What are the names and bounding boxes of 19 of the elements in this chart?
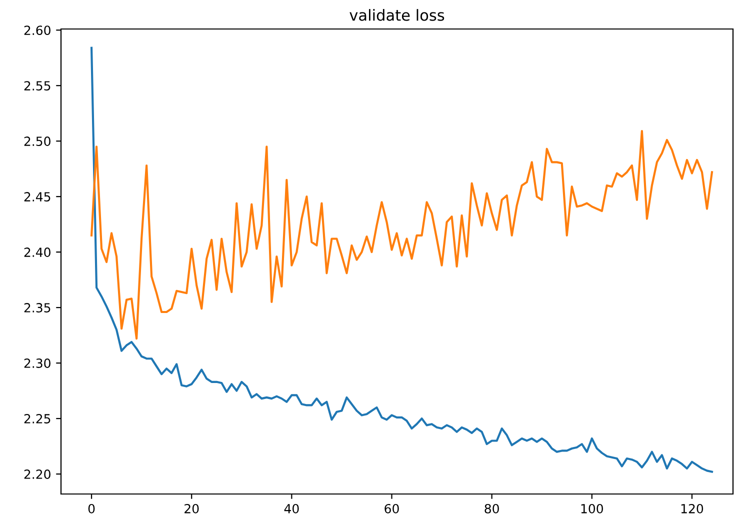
y-tick-label: 2.55 [24,81,50,91]
x-tick-label: 20 [184,504,199,514]
y-tick-label: 2.25 [24,414,50,424]
line-series [90,46,714,473]
y-tick-label: 2.35 [24,303,50,312]
x-tick-label: 60 [384,504,399,514]
x-tick-label: 100 [581,504,603,514]
y-tick-label: 2.45 [24,192,50,202]
line-series [90,130,714,340]
chart-title: validate loss [350,9,444,21]
x-tick-label: 80 [484,504,499,514]
y-tick-label: 2.50 [24,136,50,146]
x-tick-label: 40 [284,504,299,514]
y-tick-label: 2.60 [24,26,50,36]
y-tick-label: 2.40 [24,248,50,257]
x-tick-label: 120 [681,504,704,514]
y-tick-label: 2.20 [24,469,50,479]
y-tick-label: 2.30 [24,358,50,368]
x-tick-label: 0 [88,504,95,514]
